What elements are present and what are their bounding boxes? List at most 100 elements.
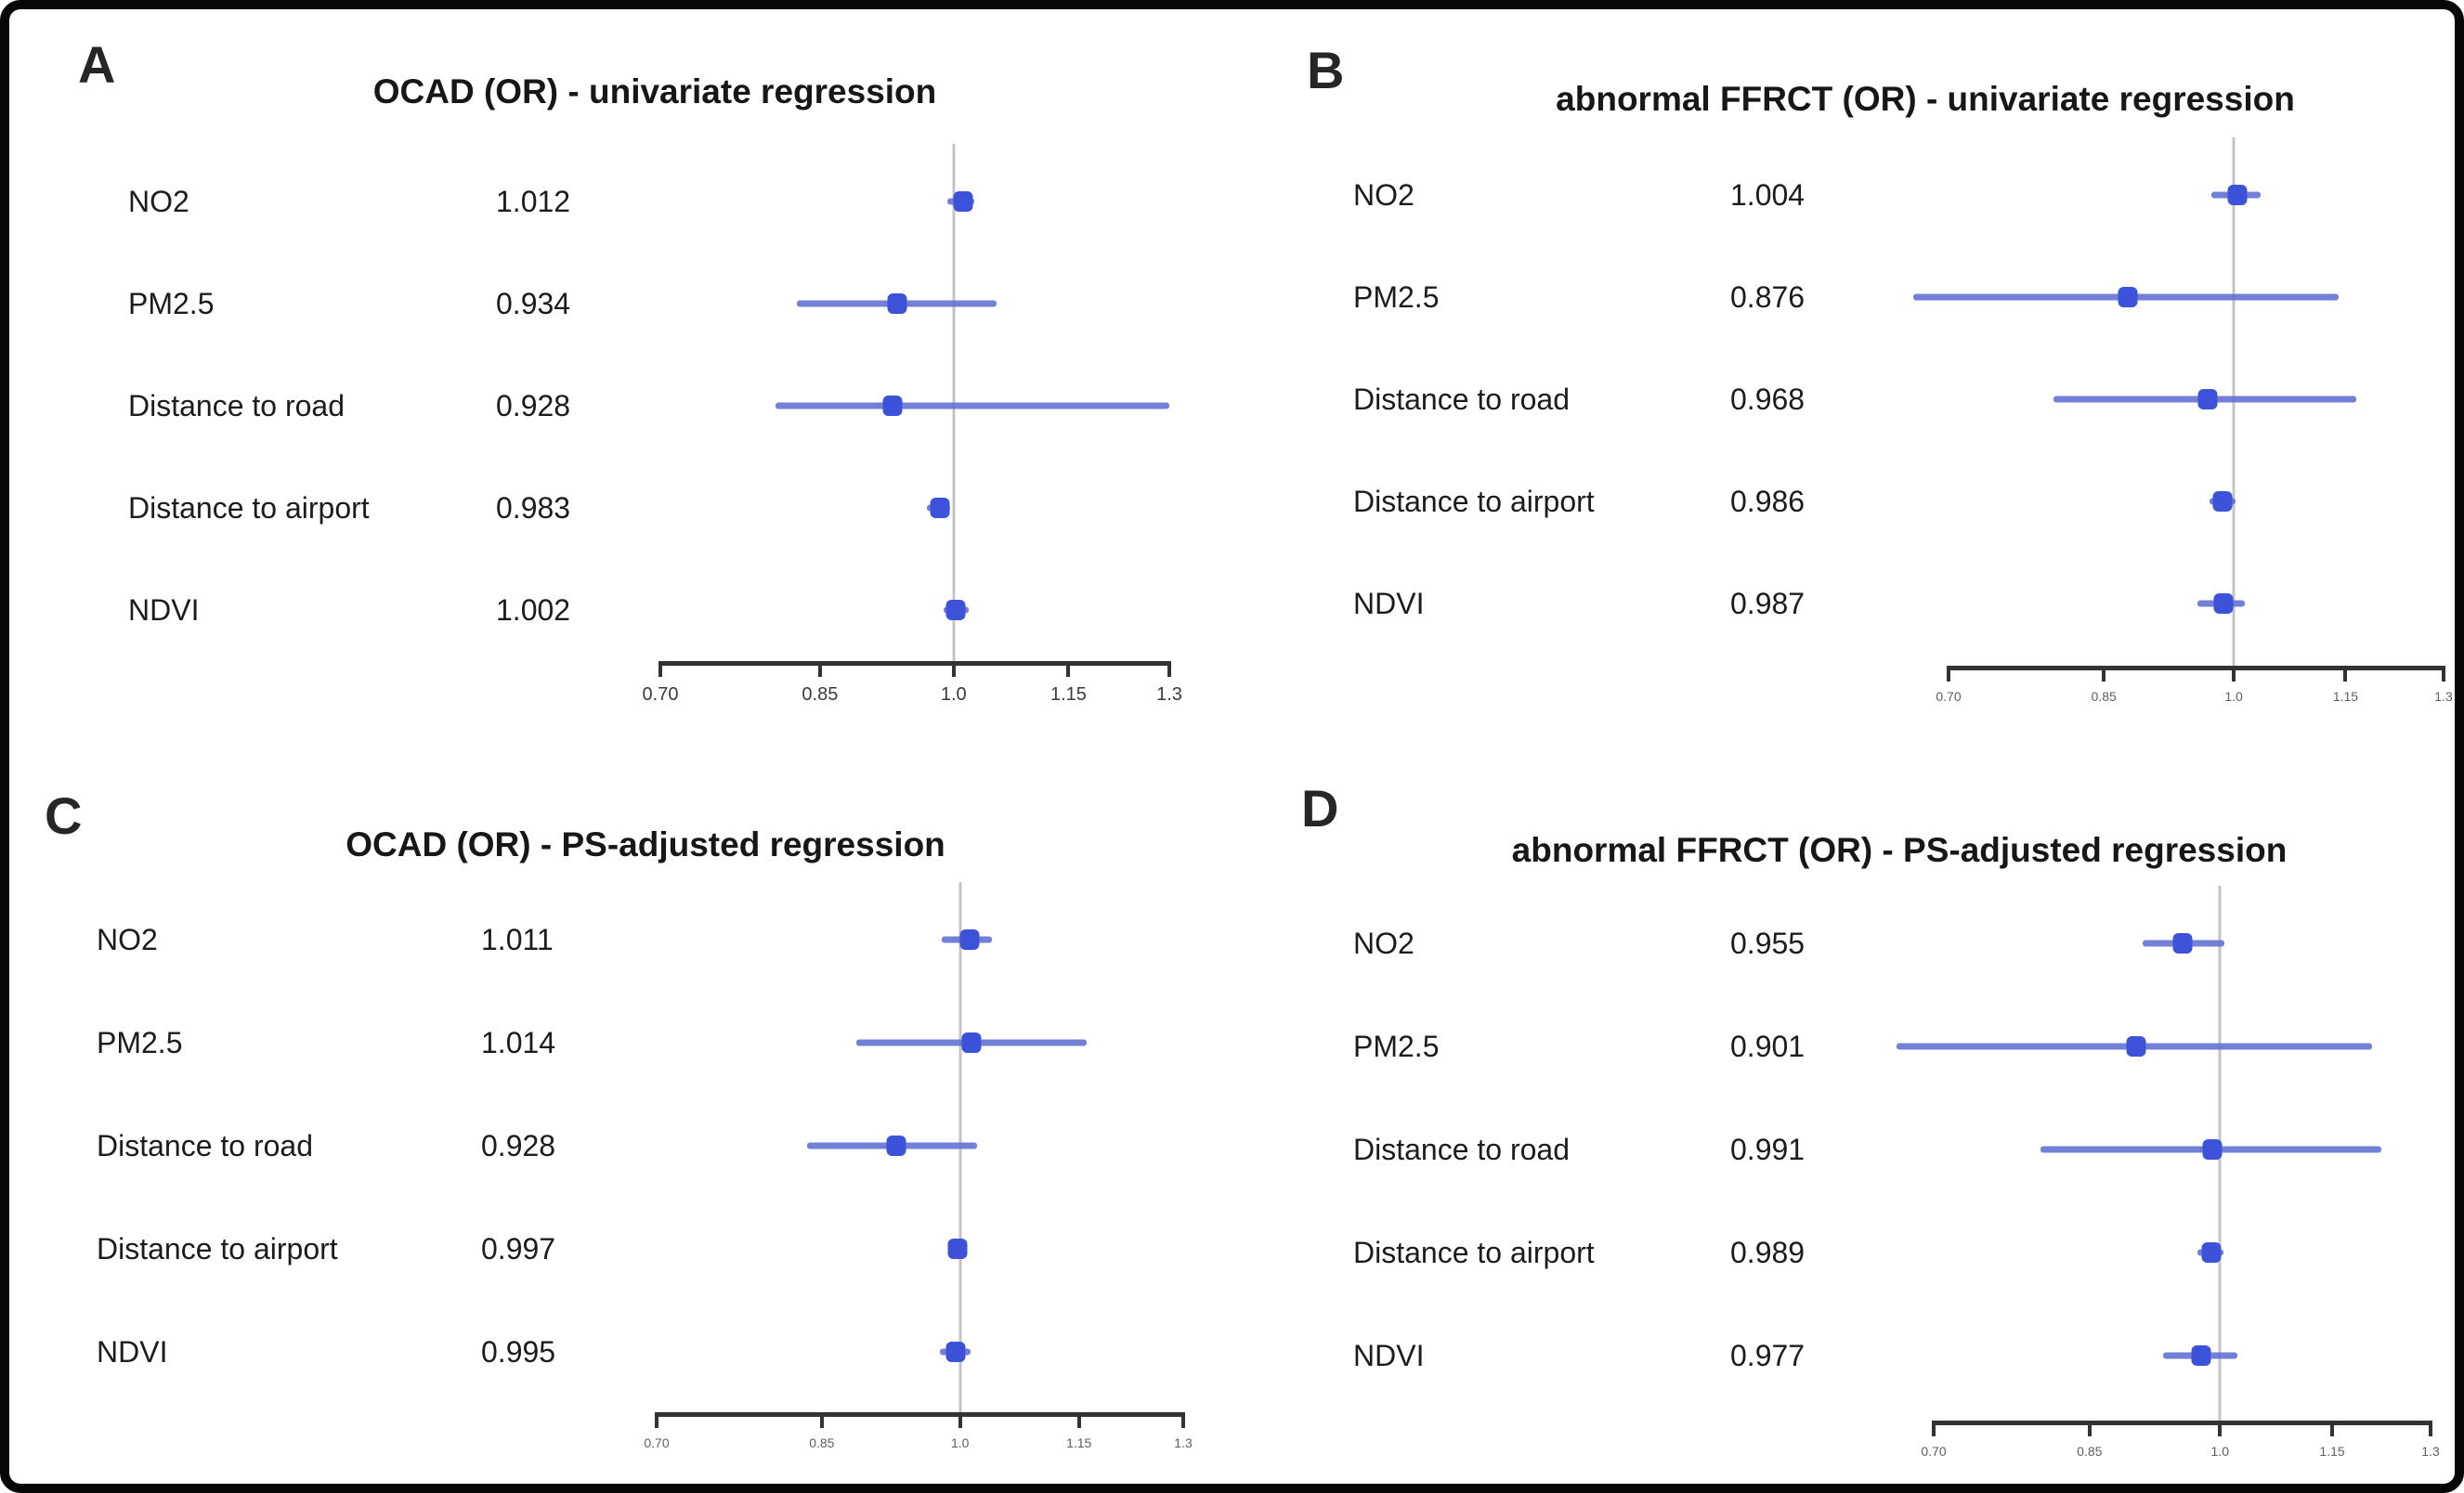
- x-axis-line: [658, 661, 1171, 666]
- x-axis-tick: [2218, 1421, 2223, 1436]
- panel-letter: B: [1307, 41, 1345, 99]
- x-axis-tick: [1167, 661, 1171, 677]
- or-marker: [2172, 933, 2193, 954]
- or-marker: [2126, 1036, 2146, 1057]
- x-axis-tick-label: 0.85: [802, 684, 839, 705]
- or-marker: [882, 396, 903, 416]
- or-marker: [2212, 491, 2233, 512]
- row-label: Distance to road: [128, 389, 345, 422]
- panel-title: OCAD (OR) - PS-adjusted regression: [345, 825, 945, 863]
- row-or-value: 1.004: [1730, 178, 1806, 212]
- or-marker: [887, 293, 907, 314]
- x-axis-tick: [1947, 666, 1950, 682]
- row-or-value: 0.955: [1730, 927, 1806, 960]
- row-or-value: 0.934: [496, 287, 571, 320]
- row-label: NDVI: [1353, 587, 1425, 620]
- x-axis-tick: [819, 1412, 824, 1428]
- row-label: NO2: [1353, 927, 1415, 960]
- row-or-value: 0.986: [1730, 485, 1806, 518]
- x-axis-tick-label: 0.70: [1936, 689, 1962, 704]
- x-axis-tick-label: 1.0: [950, 1435, 970, 1450]
- x-axis-tick-label: 0.85: [2091, 689, 2117, 704]
- row-label: NDVI: [128, 593, 200, 627]
- panel-a: A OCAD (OR) - univariate regression NO2 1.0…: [37, 26, 1249, 746]
- or-marker: [2201, 1242, 2222, 1263]
- or-marker: [2118, 287, 2138, 307]
- row-label: NO2: [1353, 178, 1415, 212]
- x-axis-tick: [655, 1412, 658, 1428]
- or-marker: [953, 191, 973, 212]
- x-axis-tick: [2232, 666, 2236, 682]
- x-axis-tick-label: 0.85: [2077, 1444, 2103, 1459]
- x-axis-tick-label: 0.85: [809, 1435, 835, 1450]
- or-marker: [945, 1342, 966, 1362]
- row-or-value: 0.968: [1730, 383, 1806, 416]
- or-marker: [2213, 593, 2234, 614]
- x-axis-tick: [958, 1412, 962, 1428]
- or-marker: [886, 1136, 906, 1156]
- x-axis-tick: [2102, 666, 2106, 682]
- x-axis-tick-label: 0.70: [1921, 1444, 1947, 1459]
- x-axis-tick-label: 0.70: [642, 684, 679, 705]
- row-or-value: 0.983: [496, 491, 571, 525]
- row-label: Distance to road: [1353, 383, 1571, 416]
- row-label: NDVI: [97, 1335, 168, 1369]
- x-axis-tick-label: 1.3: [1156, 684, 1182, 705]
- panel-letter: D: [1301, 779, 1339, 837]
- x-axis-tick-label: 1.3: [1174, 1435, 1193, 1450]
- row-or-value: 0.977: [1730, 1339, 1806, 1372]
- row-label: PM2.5: [128, 287, 215, 320]
- row-label: NDVI: [1353, 1339, 1425, 1372]
- row-label: PM2.5: [1353, 280, 1440, 314]
- or-marker: [930, 498, 950, 518]
- panel-letter: C: [45, 786, 83, 845]
- panel-title: abnormal FFRCT (OR) - univariate regress…: [1556, 80, 2295, 118]
- row-label: Distance to airport: [97, 1232, 338, 1266]
- or-marker: [2202, 1139, 2223, 1160]
- x-axis-tick: [817, 661, 822, 677]
- x-axis-tick: [1181, 1412, 1185, 1428]
- row-or-value: 1.012: [496, 185, 571, 218]
- row-label: NO2: [128, 185, 189, 218]
- or-marker: [2191, 1345, 2211, 1366]
- panel-title: abnormal FFRCT (OR) - PS-adjusted regres…: [1511, 831, 2288, 869]
- x-axis-tick: [2343, 666, 2348, 682]
- row-or-value: 0.997: [481, 1232, 556, 1266]
- x-axis-tick-label: 1.15: [2332, 689, 2359, 704]
- or-marker: [945, 600, 965, 620]
- x-axis-line: [655, 1412, 1185, 1417]
- panel-title: OCAD (OR) - univariate regression: [372, 72, 937, 110]
- x-axis-tick: [2087, 1421, 2092, 1436]
- x-axis-tick-label: 1.0: [940, 684, 967, 705]
- x-axis-tick: [2429, 1421, 2432, 1436]
- row-or-value: 0.995: [481, 1335, 556, 1369]
- ci-whisker: [775, 402, 1169, 409]
- row-label: PM2.5: [97, 1026, 183, 1059]
- row-label: NO2: [97, 923, 158, 956]
- x-axis-tick-label: 1.3: [2421, 1444, 2440, 1459]
- or-marker: [2227, 185, 2248, 205]
- row-or-value: 0.987: [1730, 587, 1806, 620]
- x-axis-tick: [2330, 1421, 2335, 1436]
- x-axis-tick-label: 1.15: [1049, 684, 1087, 705]
- row-or-value: 1.002: [496, 593, 571, 627]
- x-axis-tick: [951, 661, 956, 677]
- row-or-value: 0.901: [1730, 1030, 1806, 1063]
- panel-c: C OCAD (OR) - PS-adjusted regression NO2 1.…: [37, 747, 1249, 1484]
- row-label: Distance to airport: [128, 491, 370, 525]
- or-marker: [2197, 389, 2218, 409]
- x-axis-tick-label: 1.15: [2319, 1444, 2345, 1459]
- row-or-value: 0.989: [1730, 1236, 1806, 1269]
- row-or-value: 0.928: [496, 389, 571, 422]
- row-label: PM2.5: [1353, 1030, 1440, 1063]
- or-marker: [959, 929, 980, 950]
- row-label: Distance to road: [97, 1129, 314, 1162]
- or-marker: [947, 1239, 968, 1259]
- row-label: Distance to airport: [1353, 1236, 1595, 1269]
- x-axis-tick-label: 1.0: [2210, 1444, 2229, 1459]
- x-axis-line: [1932, 1421, 2432, 1425]
- x-axis-line: [1947, 666, 2445, 670]
